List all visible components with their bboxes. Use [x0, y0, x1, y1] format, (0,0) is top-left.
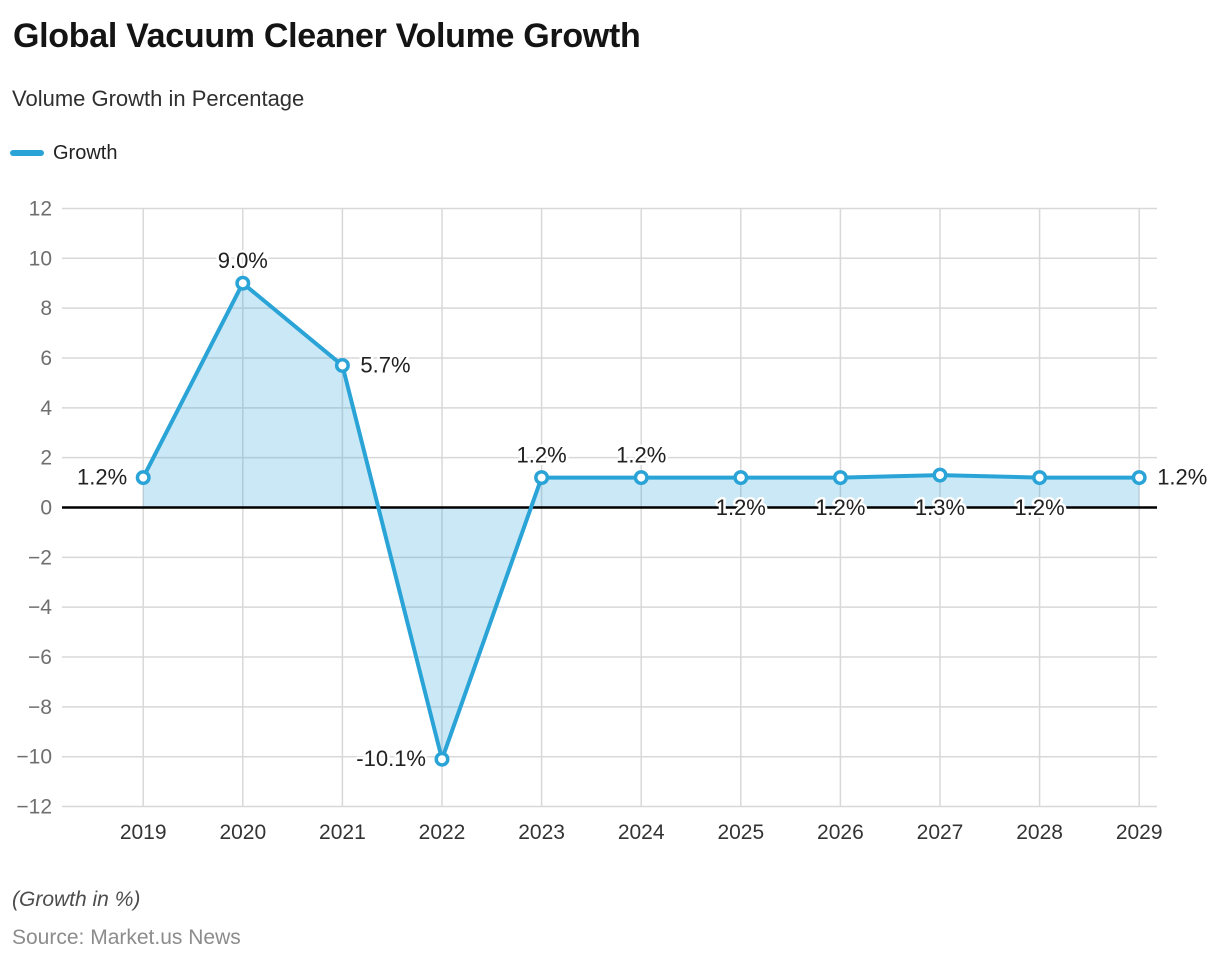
data-point-marker — [633, 470, 649, 486]
chart-legend: Growth — [10, 142, 117, 164]
y-axis-tick-label: −2 — [28, 546, 52, 569]
growth-chart-area: −12 −10 −8 −6 −4 −2 0 2 4 6 8 10 12 2019 2020 2021 2022 2… — [0, 190, 1220, 860]
x-axis-tick-label: 2029 — [1116, 821, 1163, 844]
growth-area-fill — [143, 283, 1140, 760]
y-axis-tick-label: 0 — [40, 497, 52, 520]
data-point-marker — [534, 470, 550, 486]
data-point-marker — [932, 467, 948, 483]
growth-line-chart: −12 −10 −8 −6 −4 −2 0 2 4 6 8 10 12 2019 2020 2021 2022 2… — [16, 197, 1209, 844]
data-point-marker — [832, 470, 848, 486]
x-axis-tick-label: 2020 — [219, 821, 266, 844]
source-credit: Source: Market.us News — [12, 926, 241, 949]
data-point-label: 1.2% — [77, 465, 127, 490]
x-axis-tick-label: 2023 — [518, 821, 565, 844]
y-axis-tick-label: 2 — [40, 447, 52, 470]
x-axis-tick-label: 2022 — [419, 821, 466, 844]
data-point-label: 9.0% — [218, 248, 268, 273]
x-axis-tick-label: 2028 — [1016, 821, 1063, 844]
data-point-label: 1.2% — [815, 495, 865, 520]
y-axis-tick-label: −4 — [28, 596, 52, 619]
data-point-marker — [334, 357, 350, 373]
data-point-marker — [733, 470, 749, 486]
data-point-label: 1.2% — [517, 443, 567, 468]
y-axis-tick-label: 8 — [40, 297, 52, 320]
legend-line-swatch-icon — [10, 150, 44, 156]
data-point-marker — [235, 275, 251, 291]
data-point-marker — [135, 470, 151, 486]
y-axis-tick-label: 4 — [40, 397, 52, 420]
y-axis-tick-label: −8 — [28, 696, 52, 719]
y-axis-tick-label: −12 — [16, 796, 52, 819]
data-point-label: 1.2% — [1015, 495, 1065, 520]
legend-series-label: Growth — [53, 141, 118, 164]
y-axis-tick-label: −6 — [28, 646, 52, 669]
page-title: Global Vacuum Cleaner Volume Growth — [13, 17, 641, 55]
chart-subtitle: Volume Growth in Percentage — [12, 86, 305, 111]
x-axis-tick-label: 2024 — [618, 821, 665, 844]
y-axis-tick-label: 12 — [29, 197, 52, 220]
data-point-label: 1.3% — [915, 495, 965, 520]
data-point-label: 5.7% — [360, 352, 410, 377]
data-point-label: 1.2% — [616, 443, 666, 468]
data-point-label: 1.2% — [1157, 465, 1207, 490]
data-point-label: 1.2% — [716, 495, 766, 520]
y-axis-tick-label: 6 — [40, 347, 52, 370]
x-axis-tick-label: 2025 — [717, 821, 764, 844]
chart-footnote: (Growth in %) — [12, 888, 141, 911]
x-axis-tick-label: 2027 — [917, 821, 964, 844]
data-point-marker — [1131, 470, 1147, 486]
x-axis-tick-label: 2026 — [817, 821, 864, 844]
y-axis-tick-label: −10 — [16, 746, 52, 769]
x-axis-tick-label: 2021 — [319, 821, 366, 844]
data-point-marker — [1032, 470, 1048, 486]
x-axis-tick-label: 2019 — [120, 821, 167, 844]
y-axis-tick-label: 10 — [29, 247, 52, 270]
data-point-marker — [434, 751, 450, 767]
data-point-label: -10.1% — [356, 746, 426, 771]
